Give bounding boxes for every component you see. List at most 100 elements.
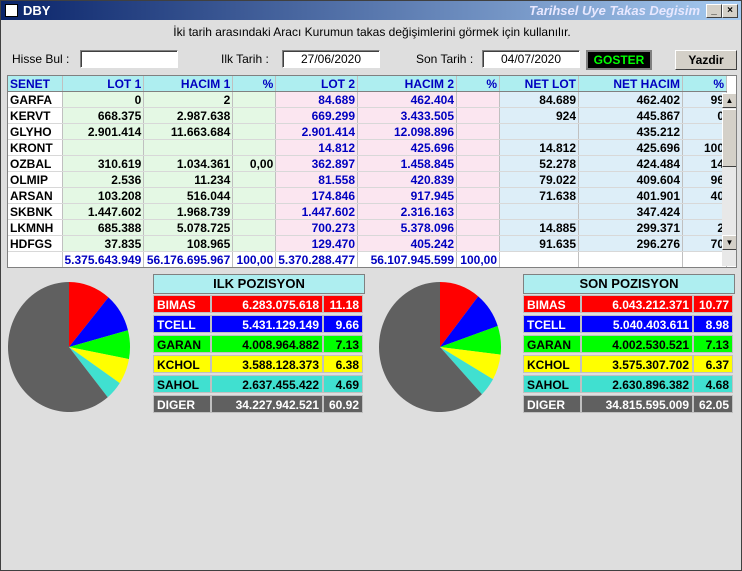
end-date-field[interactable]: 04/07/2020: [482, 50, 580, 68]
table-cell: ARSAN: [8, 187, 63, 204]
table-cell: 668.375: [62, 107, 145, 124]
start-date-field[interactable]: 27/06/2020: [282, 50, 380, 68]
scroll-thumb[interactable]: [722, 109, 736, 167]
position-percent: 4.68: [693, 375, 733, 393]
table-cell: 462.404: [357, 91, 457, 108]
table-cell: 296.276: [578, 235, 683, 252]
stock-name: BIMAS: [523, 295, 581, 313]
son-position-row: BIMAS 6.043.212.371 10.77: [523, 295, 733, 313]
info-text: İki tarih arasındaki Aracı Kurumun takas…: [173, 25, 571, 39]
table-row[interactable]: GARFA 0 2 84.689 462.404 84.689 462.402 99: [8, 91, 727, 108]
table-cell: [232, 107, 277, 124]
table-cell: 425.696: [578, 139, 683, 156]
table-cell: [456, 187, 500, 204]
table-cell: [456, 203, 500, 220]
total-cell: 5.370.288.477: [275, 251, 358, 267]
show-button[interactable]: GOSTER: [586, 50, 652, 70]
vertical-scrollbar[interactable]: ▲ ▼: [722, 93, 736, 266]
table-row[interactable]: ARSAN 103.208 516.044 174.846 917.945 71.638 4…: [8, 187, 727, 204]
total-cell: 56.107.945.599: [357, 251, 457, 267]
son-pie-chart: [379, 282, 501, 412]
table-body: GARFA 0 2 84.689 462.404 84.689 462.402 99 KERVT…: [8, 91, 727, 267]
position-value: 4.002.530.521: [581, 335, 693, 353]
scroll-up-icon[interactable]: ▲: [722, 93, 736, 108]
table-cell: 81.558: [275, 171, 358, 188]
print-button[interactable]: Yazdir: [675, 50, 737, 70]
column-header[interactable]: %: [682, 76, 727, 92]
column-header[interactable]: %: [232, 76, 277, 92]
table-cell: OZBAL: [8, 155, 63, 172]
search-input[interactable]: [80, 50, 178, 68]
table-row[interactable]: HDFGS 37.835 108.965 129.470 405.242 91.635 29…: [8, 235, 727, 252]
table-row[interactable]: GLYHO 2.901.414 11.663.684 2.901.414 12.098.…: [8, 123, 727, 140]
pie-slice-kchol: [440, 347, 501, 380]
table-cell: GARFA: [8, 91, 63, 108]
pie-slice-garan: [69, 330, 130, 360]
pie-slice-diger: [8, 282, 108, 412]
column-header[interactable]: LOT 2: [275, 76, 358, 92]
column-header[interactable]: HACIM 1: [143, 76, 234, 92]
table-cell: 462.402: [578, 91, 683, 108]
ilk-position-row: BIMAS 6.283.075.618 11.18: [153, 295, 363, 313]
position-percent: 62.05: [693, 395, 733, 413]
table-cell: 2.316.163: [357, 203, 457, 220]
table-cell: 669.299: [275, 107, 358, 124]
column-header[interactable]: SENET: [8, 76, 63, 92]
minimize-button[interactable]: _: [706, 4, 722, 18]
table-row[interactable]: OLMIP 2.536 11.234 81.558 420.839 79.022 409.6…: [8, 171, 727, 188]
position-value: 34.815.595.009: [581, 395, 693, 413]
table-cell: [499, 203, 579, 220]
table-row[interactable]: KERVT 668.375 2.987.638 669.299 3.433.505 924…: [8, 107, 727, 124]
column-header[interactable]: NET HACIM: [578, 76, 683, 92]
table-row[interactable]: KRONT 14.812 425.696 14.812 425.696 100: [8, 139, 727, 156]
table-cell: 14.812: [499, 139, 579, 156]
position-percent: 9.66: [323, 315, 363, 333]
position-percent: 8.98: [693, 315, 733, 333]
ilk-position-row: DIGER 34.227.942.521 60.92: [153, 395, 363, 413]
table-cell: 310.619: [62, 155, 145, 172]
son-position-row: GARAN 4.002.530.521 7.13: [523, 335, 733, 353]
position-value: 3.575.307.702: [581, 355, 693, 373]
table-cell: 405.242: [357, 235, 457, 252]
title-bar[interactable]: DBY Tarihsel Uye Takas Degisim _ ×: [1, 1, 741, 20]
total-cell: 56.176.695.967: [143, 251, 234, 267]
pie-slice-bimas: [440, 282, 479, 347]
pie-slice-sahol: [440, 347, 493, 395]
table-cell: 79.022: [499, 171, 579, 188]
column-header[interactable]: %: [456, 76, 500, 92]
table-row[interactable]: LKMNH 685.388 5.078.725 700.273 5.378.096 14.…: [8, 219, 727, 236]
scroll-down-icon[interactable]: ▼: [722, 235, 736, 250]
table-cell: [232, 91, 277, 108]
table-cell: [456, 235, 500, 252]
table-cell: 2.901.414: [62, 123, 145, 140]
table-cell: LKMNH: [8, 219, 63, 236]
total-cell: [499, 251, 579, 267]
table-cell: OLMIP: [8, 171, 63, 188]
son-position-title: SON POZISYON: [523, 274, 735, 294]
totals-row: 5.375.643.949 56.176.695.967 100,00 5.370.2…: [8, 251, 727, 267]
window-title: DBY: [23, 3, 51, 18]
table-row[interactable]: OZBAL 310.619 1.034.361 0,00 362.897 1.458.84…: [8, 155, 727, 172]
table-cell: 12.098.896: [357, 123, 457, 140]
table-cell: 425.696: [357, 139, 457, 156]
position-percent: 10.77: [693, 295, 733, 313]
table-cell: [232, 235, 277, 252]
position-percent: 7.13: [693, 335, 733, 353]
table-cell: [456, 171, 500, 188]
stock-name: SAHOL: [523, 375, 581, 393]
table-row[interactable]: SKBNK 1.447.602 1.968.739 1.447.602 2.316.16…: [8, 203, 727, 220]
column-header[interactable]: HACIM 2: [357, 76, 457, 92]
table-cell: 1.968.739: [143, 203, 234, 220]
position-value: 6.283.075.618: [211, 295, 323, 313]
position-percent: 7.13: [323, 335, 363, 353]
table-cell: [499, 123, 579, 140]
table-cell: 99: [682, 91, 727, 108]
column-header[interactable]: NET LOT: [499, 76, 579, 92]
close-button[interactable]: ×: [722, 4, 738, 18]
table-cell: [232, 139, 277, 156]
total-cell: [682, 251, 727, 267]
column-header[interactable]: LOT 1: [62, 76, 145, 92]
table-cell: 516.044: [143, 187, 234, 204]
table-cell: 100: [682, 139, 727, 156]
